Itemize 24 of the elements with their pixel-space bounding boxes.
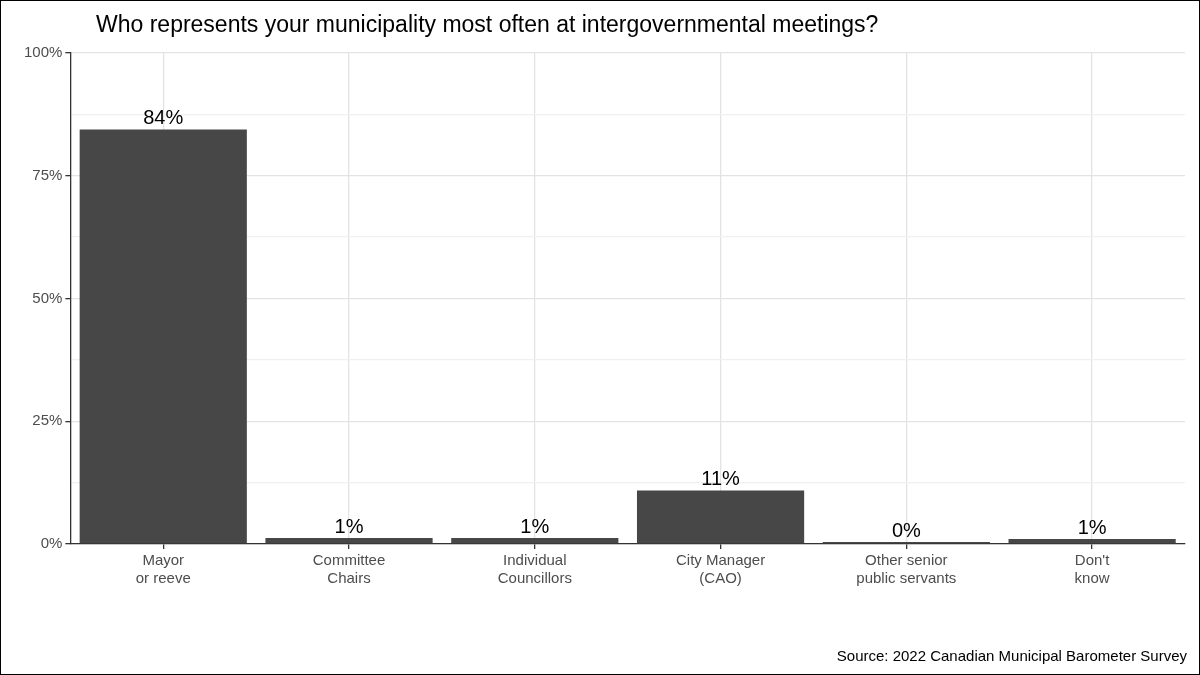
x-tick-label: Other senior public servants (856, 551, 957, 587)
y-tick-label: 100% (23, 43, 63, 61)
chart-title: Who represents your municipality most often at intergovernmental meetings? (96, 11, 879, 38)
source-note: Source: 2022 Canadian Municipal Barometer Survey (836, 647, 1187, 664)
data-label: 11% (701, 467, 741, 489)
bar (265, 538, 433, 544)
x-tick-label: Mayor or reeve (135, 551, 191, 587)
bar (1008, 539, 1176, 544)
bar (636, 490, 805, 544)
bar (451, 538, 619, 544)
y-tick-label: 25% (32, 411, 63, 429)
bar (79, 129, 247, 544)
y-tick-label: 0% (40, 534, 63, 552)
x-tick-label: Individual Councillors (497, 551, 572, 587)
y-tick-label: 75% (32, 165, 63, 183)
x-tick-label: Don't know (1074, 551, 1111, 587)
x-tick-label: City Manager (CAO) (675, 551, 766, 587)
data-label: 1% (334, 514, 364, 537)
data-label: 0% (891, 518, 922, 541)
x-tick-label: Committee Chairs (312, 551, 386, 587)
y-tick-label: 50% (32, 288, 63, 306)
data-label: 1% (1077, 515, 1107, 538)
data-label: 84% (143, 106, 184, 129)
data-label: 1% (520, 514, 550, 537)
